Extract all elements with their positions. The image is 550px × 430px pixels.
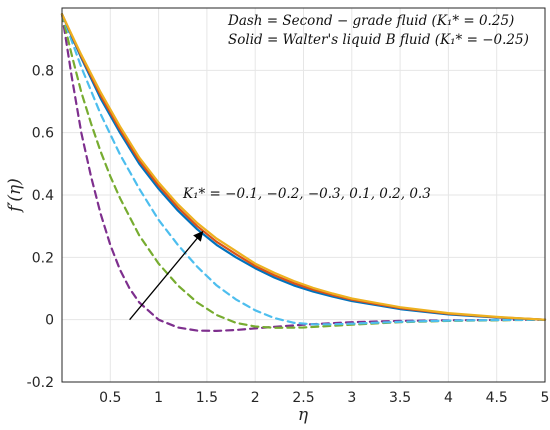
y-tick-label: 0.4 [32,188,54,204]
x-tick-label: 2 [251,390,260,406]
dashed-series-line-2 [60,13,547,326]
x-tick-label: 5 [541,390,550,406]
dashed-series-line-0 [60,13,547,332]
solid-series-line-5 [60,13,547,321]
legend-line-dash: Dash = Second − grade fluid (K₁* = 0.25) [227,13,514,29]
x-tick-label: 1.5 [196,390,218,406]
trend-arrow [129,230,204,321]
plot-frame [61,7,546,383]
k1-annotation: K₁* = −0.1, −0.2, −0.3, 0.1, 0.2, 0.3 [182,186,431,202]
x-tick-label: 1 [154,390,163,406]
x-tick-label: 4.5 [486,390,508,406]
y-tick-label: 0.8 [32,63,54,79]
x-tick-label: 3 [347,390,356,406]
y-axis-label: f′(η) [5,178,25,214]
y-tick-label: 0.2 [32,250,54,266]
x-tick-label: 3.5 [389,390,411,406]
x-tick-label: 2.5 [292,390,314,406]
tick-labels: 0.5 1 1.5 2 2.5 3 3.5 4 4.5 5 -0.2 0 0.2 0.4 0.6 0.8 [27,63,550,406]
legend-line-solid: Solid = Walter's liquid B fluid (K₁* = −… [228,32,529,48]
y-tick-label: -0.2 [27,375,54,391]
y-tick-label: 0 [45,313,54,329]
x-axis-label: η [298,405,309,425]
x-tick-label: 0.5 [99,390,121,406]
x-tick-label: 4 [444,390,453,406]
y-tick-label: 0.6 [32,126,54,142]
series-group [60,13,547,332]
